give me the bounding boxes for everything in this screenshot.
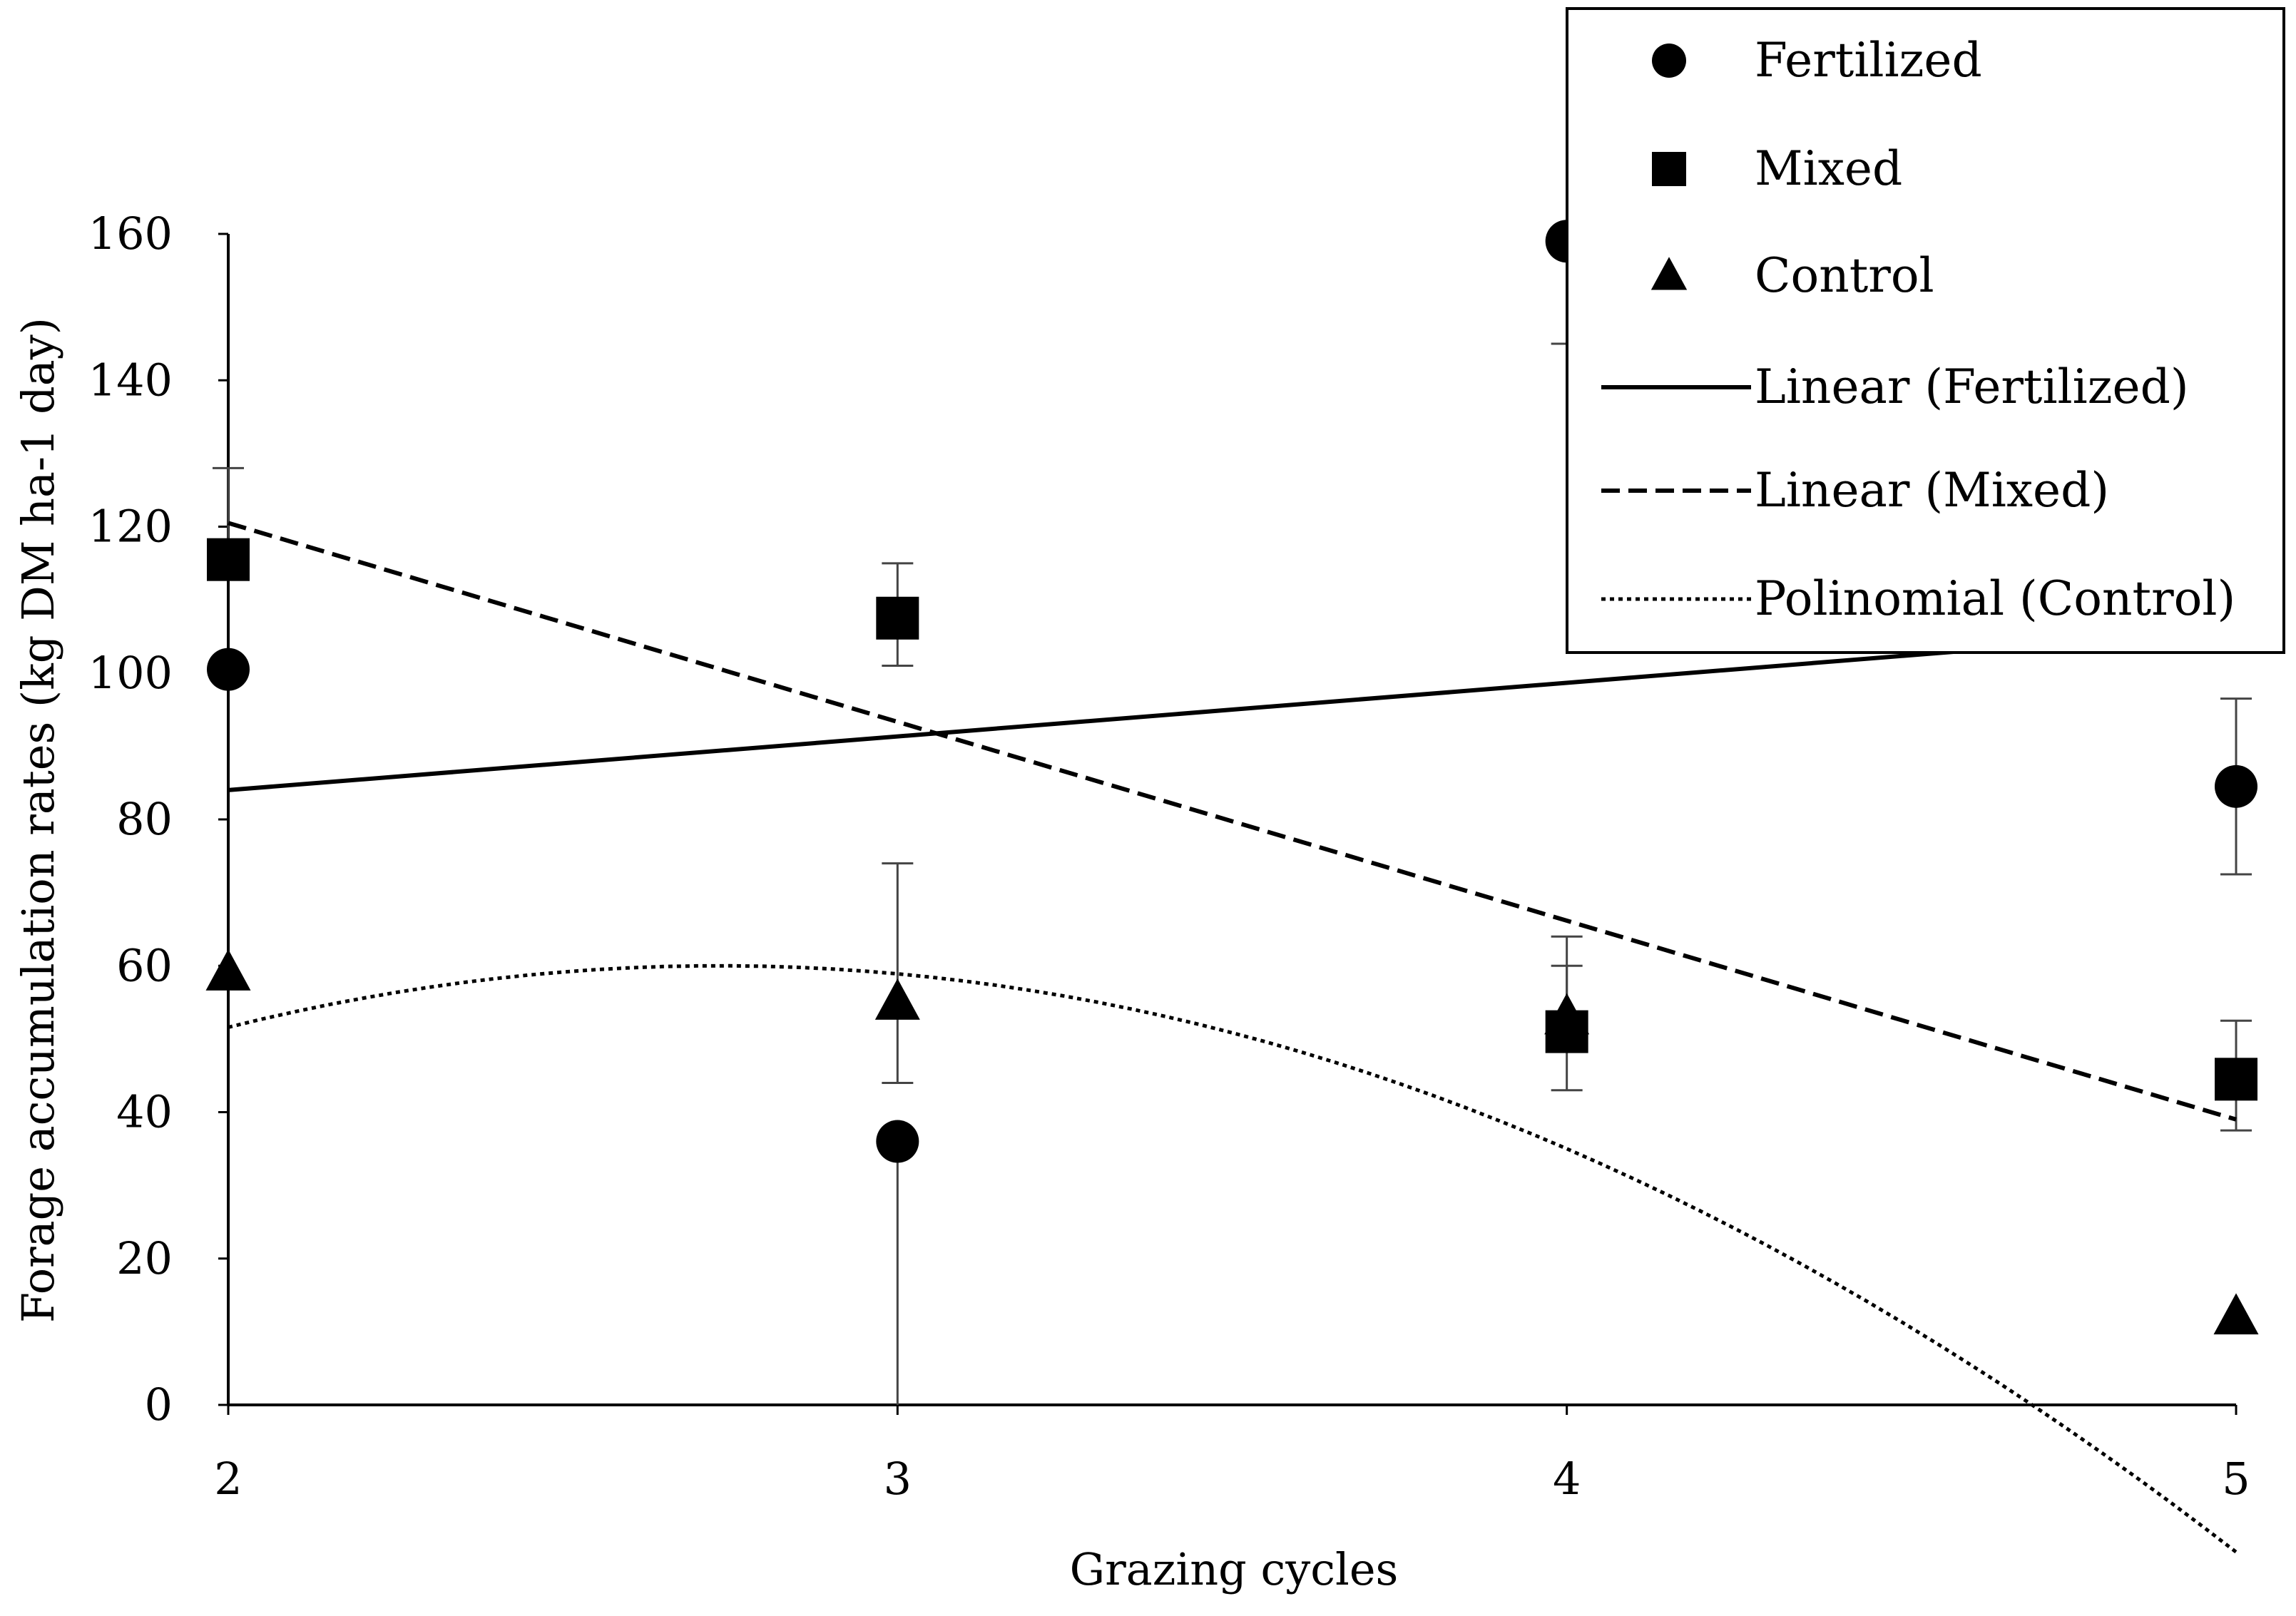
legend-label: Fertilized [1755,33,1982,88]
legend-label: Linear (Fertilized) [1755,359,2189,414]
y-tick-label: 120 [88,501,173,553]
legend-label: Linear (Mixed) [1755,463,2109,518]
point-mixed [876,596,919,640]
trendline-linear-fertilized [228,627,2237,792]
point-mixed [207,538,250,581]
point-fertilized [207,648,250,691]
point-fertilized [2215,764,2257,808]
data-points [205,220,2259,1335]
x-tick-label: 4 [1553,1453,1581,1505]
point-control [1544,993,1590,1035]
y-axis-title: Forage accumulation rates (kg DM ha-1 da… [12,317,64,1323]
legend: Fertilized Mixed Control Linear (Fertilized… [1566,7,2285,654]
x-tick-label: 3 [884,1453,912,1505]
legend-symbol-mixed [1652,152,1686,186]
tick-labels: 0 20 40 60 80 100 120 140 160 2 3 4 5 [88,208,2250,1505]
y-tick-label: 60 [116,939,173,991]
point-control [2213,1293,2259,1335]
trendline-linear-mixed [228,521,2237,1122]
legend-symbol-control [1650,257,1688,290]
legend-box [1566,7,2285,654]
point-fertilized [876,1120,919,1163]
x-tick-label: 5 [2222,1453,2250,1505]
legend-label: Polinomial (Control) [1755,571,2235,626]
point-mixed [2215,1058,2257,1101]
y-tick-label: 20 [116,1232,173,1284]
point-control [874,978,920,1020]
y-tick-label: 160 [88,208,173,260]
point-control [205,949,251,991]
legend-symbol-fertilized [1652,44,1686,78]
y-tick-label: 100 [88,647,173,699]
trendlines [228,521,2238,1554]
y-tick-label: 140 [88,354,173,406]
x-tick-label: 2 [214,1453,242,1505]
legend-label: Mixed [1755,141,1902,196]
x-axis-title: Grazing cycles [1070,1543,1399,1595]
trendline-polinomial-control [228,963,2238,1554]
legend-label: Control [1755,248,1934,303]
y-tick-label: 80 [116,793,173,845]
y-tick-label: 40 [116,1086,173,1138]
y-tick-label: 0 [145,1379,173,1431]
